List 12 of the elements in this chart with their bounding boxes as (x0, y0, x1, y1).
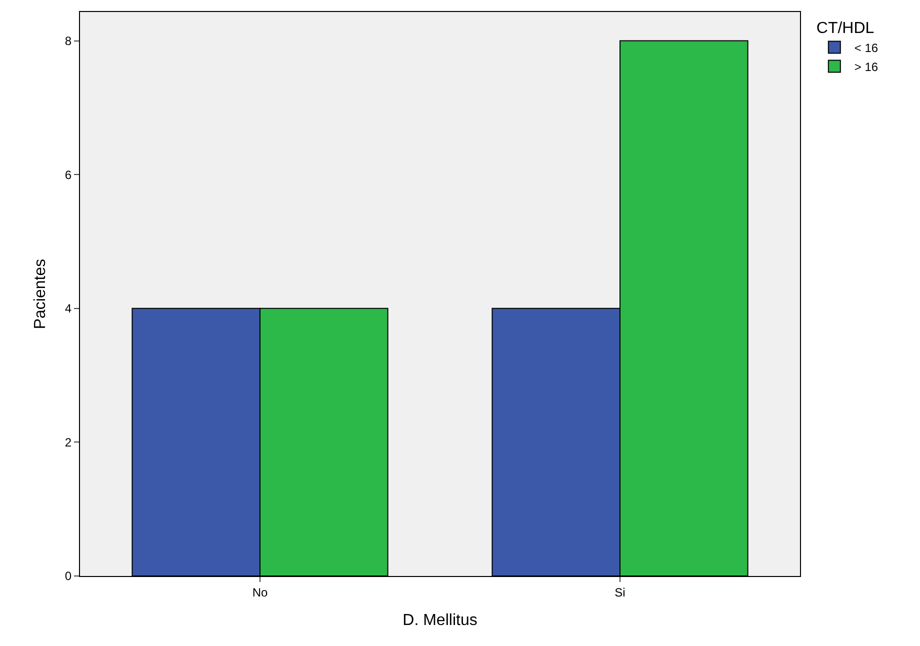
y-tick-label: 0 (64, 569, 72, 584)
legend-label: > 16 (854, 60, 878, 74)
y-tick-label: 4 (64, 302, 72, 316)
y-tick-label: 6 (64, 168, 72, 182)
legend-label: < 16 (854, 40, 878, 55)
y-axis-title: Pacientes (32, 258, 49, 330)
y-tick-label: 8 (64, 34, 72, 48)
x-tick-label: No (252, 585, 268, 600)
x-axis-title: D. Mellitus (402, 612, 478, 630)
legend-title: CT/HDL (816, 20, 874, 37)
y-tick-label: 2 (64, 435, 72, 450)
x-tick-label: Si (614, 585, 626, 600)
